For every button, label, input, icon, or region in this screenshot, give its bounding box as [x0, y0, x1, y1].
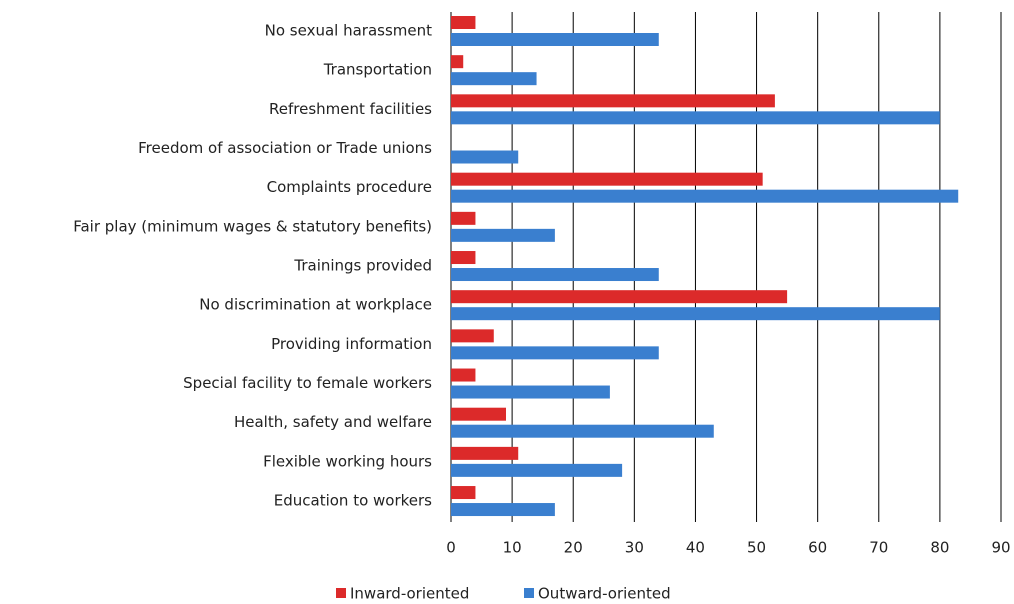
x-tick-label: 30 — [625, 539, 644, 557]
category-label: No sexual harassment — [265, 22, 432, 40]
category-label: Trainings provided — [293, 257, 432, 275]
category-label: Freedom of association or Trade unions — [138, 139, 432, 157]
legend-label: Outward-oriented — [538, 585, 671, 603]
category-label: Special facility to female workers — [183, 374, 432, 392]
bar — [451, 268, 659, 282]
bar — [451, 111, 940, 125]
x-tick-label: 70 — [869, 539, 888, 557]
category-label: Health, safety and welfare — [234, 413, 432, 431]
bar — [451, 251, 476, 265]
bar — [451, 94, 775, 108]
bar — [451, 463, 623, 477]
category-label: Transportation — [323, 61, 432, 79]
category-label: Refreshment facilities — [269, 100, 432, 118]
bar — [451, 55, 464, 69]
x-tick-label: 60 — [808, 539, 827, 557]
legend-swatch — [524, 588, 534, 598]
bar — [451, 346, 659, 360]
x-tick-label: 20 — [564, 539, 583, 557]
bar — [451, 172, 763, 186]
bar — [451, 150, 519, 164]
bar — [451, 228, 555, 242]
bar — [451, 424, 714, 438]
x-tick-label: 10 — [503, 539, 522, 557]
bar — [451, 407, 506, 421]
legend-swatch — [336, 588, 346, 598]
bar — [451, 503, 555, 517]
bar — [451, 33, 659, 46]
x-tick-label: 40 — [686, 539, 705, 557]
bar — [451, 16, 476, 29]
bar — [451, 211, 476, 225]
legend-label: Inward-oriented — [350, 585, 469, 603]
x-tick-label: 80 — [930, 539, 949, 557]
bar — [451, 446, 519, 460]
bar — [451, 385, 610, 399]
bar — [451, 486, 476, 500]
bar — [451, 368, 476, 382]
category-label: Flexible working hours — [263, 452, 432, 470]
bar — [451, 290, 788, 304]
category-label: Complaints procedure — [267, 178, 432, 196]
x-tick-label: 0 — [446, 539, 456, 557]
x-tick-label: 90 — [991, 539, 1010, 557]
category-label: Fair play (minimum wages & statutory ben… — [73, 217, 432, 235]
x-tick-label: 50 — [747, 539, 766, 557]
category-label: No discrimination at workplace — [199, 296, 432, 314]
bar — [451, 189, 959, 203]
category-label: Education to workers — [274, 492, 432, 510]
bar — [451, 307, 940, 321]
bar — [451, 72, 537, 86]
bar — [451, 329, 494, 343]
category-label: Providing information — [271, 335, 432, 353]
